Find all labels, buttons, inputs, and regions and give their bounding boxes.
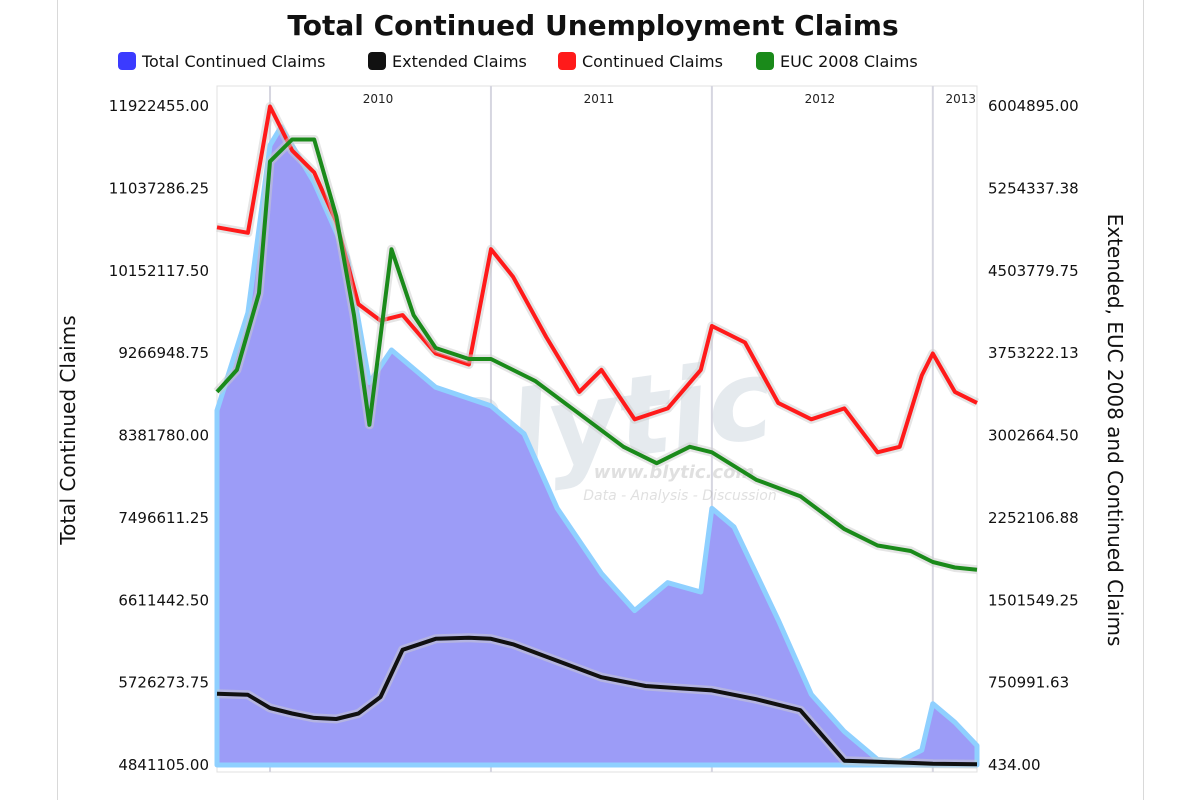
right-tick-label: 6004895.00: [988, 97, 1079, 115]
chart-title: Total Continued Unemployment Claims: [287, 9, 898, 42]
left-tick-label: 9266948.75: [118, 344, 209, 362]
legend-item-continued-claims[interactable]: Continued Claims: [558, 52, 723, 71]
watermark-tagline: Data - Analysis - Discussion: [583, 488, 776, 504]
right-tick-label: 434.00: [988, 756, 1041, 774]
legend-item-extended-claims[interactable]: Extended Claims: [368, 52, 527, 71]
watermark-url: www.blytic.com: [594, 462, 754, 483]
right-tick-label: 3002664.50: [988, 427, 1079, 445]
left-tick-label: 10152117.50: [109, 262, 209, 280]
legend-label: Total Continued Claims: [141, 52, 325, 71]
series-extended-claims-line[interactable]: [216, 635, 978, 767]
legend-item-euc-2008-claims[interactable]: EUC 2008 Claims: [756, 52, 918, 71]
series-layer: [213, 102, 980, 769]
legend-swatch: [118, 52, 136, 70]
year-labels: 2010 2011 2012 2013: [363, 92, 976, 106]
year-label: 2011: [584, 92, 615, 106]
right-axis-title: Extended, EUC 2008 and Continued Claims: [1103, 214, 1127, 647]
right-tick-label: 4503779.75: [988, 262, 1079, 280]
left-tick-label: 11037286.25: [109, 179, 209, 197]
right-tick-label: 1501549.25: [988, 591, 1079, 609]
right-tick-label: 5254337.38: [988, 179, 1079, 197]
left-axis-title: Total Continued Claims: [56, 315, 80, 545]
series-euc-2008-claims-line[interactable]: [215, 137, 978, 572]
right-tick-label: 3753222.13: [988, 344, 1079, 362]
left-tick-label: 6611442.50: [118, 591, 209, 609]
legend-swatch: [368, 52, 386, 70]
legend-label: Extended Claims: [392, 52, 527, 71]
legend: Total Continued Claims Extended Claims Con…: [118, 52, 918, 71]
legend-label: EUC 2008 Claims: [780, 52, 918, 71]
right-axis: 6004895.00 5254337.38 4503779.75 3753222.13…: [988, 97, 1079, 774]
year-label: 2012: [805, 92, 836, 106]
left-tick-label: 4841105.00: [118, 756, 209, 774]
legend-swatch: [756, 52, 774, 70]
legend-swatch: [558, 52, 576, 70]
left-axis: 11922455.00 11037286.25 10152117.50 9266948…: [109, 97, 209, 774]
left-tick-label: 11922455.00: [109, 97, 209, 115]
left-tick-label: 7496611.25: [118, 509, 209, 527]
legend-item-total-continued-claims[interactable]: Total Continued Claims: [118, 52, 325, 71]
year-label: 2010: [363, 92, 394, 106]
right-tick-label: 2252106.88: [988, 509, 1079, 527]
right-tick-label: 750991.63: [988, 674, 1069, 692]
left-tick-label: 8381780.00: [118, 427, 209, 445]
year-label: 2013: [946, 92, 977, 106]
left-tick-label: 5726273.75: [118, 674, 209, 692]
legend-label: Continued Claims: [582, 52, 723, 71]
